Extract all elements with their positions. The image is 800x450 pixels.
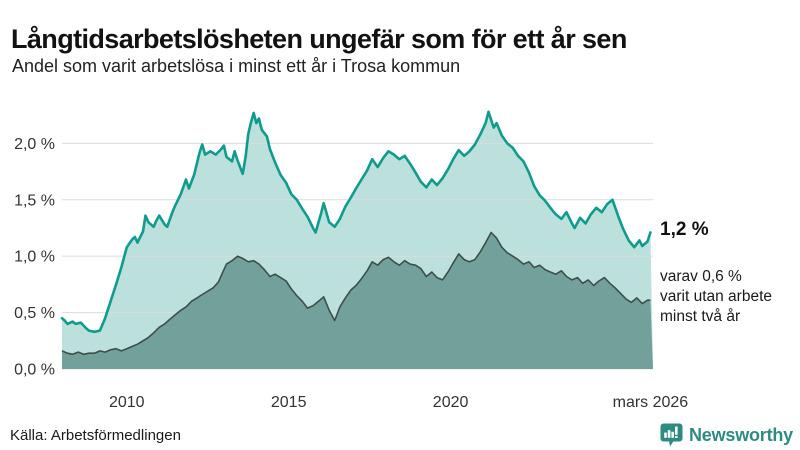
y-axis-tick-label: 0,5 % — [14, 305, 55, 322]
y-axis-tick-label: 1,0 % — [14, 249, 55, 266]
x-axis-tick-label: 2015 — [271, 394, 307, 411]
y-axis-tick-label: 1,5 % — [14, 192, 55, 209]
x-axis-tick-label: 2020 — [433, 394, 469, 411]
bar-chart-speech-bubble-icon — [660, 423, 683, 446]
secondary-value-line2: varit utan arbete — [660, 288, 773, 305]
page-title: Långtidsarbetslösheten ungefär som för e… — [11, 24, 627, 55]
y-axis-tick-label: 2,0 % — [14, 136, 55, 153]
chart-subtitle: Andel som varit arbetslösa i minst ett å… — [12, 56, 461, 76]
latest-value-label: 1,2 % — [660, 219, 709, 240]
x-axis-tick-label: 2010 — [109, 394, 145, 411]
x-axis-tick-label: mars 2026 — [613, 394, 689, 411]
newsworthy-logo: Newsworthy — [660, 422, 793, 448]
secondary-value-line1: varav 0,6 % — [660, 268, 742, 285]
secondary-value-line3: minst två år — [660, 308, 741, 325]
source-credit: Källa: Arbetsförmedlingen — [10, 427, 181, 444]
brand-name: Newsworthy — [688, 424, 793, 445]
secondary-value-label: varav 0,6 % varit utan arbete minst två … — [660, 267, 772, 327]
line-two-year — [61, 231, 651, 356]
line-one-year — [60, 110, 652, 334]
y-axis-tick-label: 0,0 % — [14, 362, 55, 379]
area-fill-two-year — [62, 232, 653, 369]
